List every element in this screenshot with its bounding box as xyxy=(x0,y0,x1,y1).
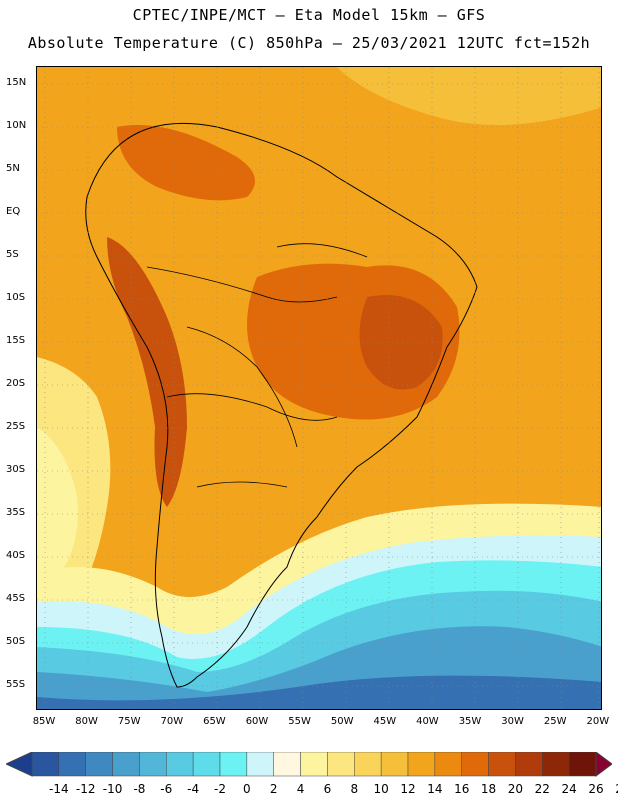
colorbar-tick-label: 0 xyxy=(243,782,251,796)
colorbar-swatch xyxy=(246,752,274,777)
colorbar-tick-label: 20 xyxy=(507,782,524,796)
lon-label: 20W xyxy=(586,716,610,727)
colorbar-swatch xyxy=(568,752,597,777)
colorbar-tick-label: 16 xyxy=(454,782,470,796)
colorbar-swatch xyxy=(327,752,355,777)
temperature-map xyxy=(36,66,602,710)
lon-label: 60W xyxy=(245,716,269,727)
colorbar-tick-label: -8 xyxy=(133,782,146,796)
colorbar-swatch xyxy=(112,752,140,777)
lon-label: 40W xyxy=(416,716,439,727)
colorbar-tick-label: 2 xyxy=(269,782,278,796)
lat-label: 10S xyxy=(6,292,26,303)
hotter-zone-brazil xyxy=(359,295,443,390)
lat-label: 50S xyxy=(6,636,26,647)
lon-label: 25W xyxy=(543,716,567,727)
lon-label: 65W xyxy=(203,716,226,727)
map-title-line1: CPTEC/INPE/MCT – Eta Model 15km – GFS xyxy=(132,6,486,24)
lon-label: 70W xyxy=(160,716,184,727)
map-title-line2: Absolute Temperature (C) 850hPa – 25/03/… xyxy=(27,34,591,52)
lon-label: 80W xyxy=(75,716,98,727)
lat-label: 40S xyxy=(6,550,26,561)
lon-label: 50W xyxy=(330,716,354,727)
colorbar-tick-label: 8 xyxy=(350,782,359,796)
pacific-pale xyxy=(37,427,78,587)
colorbar-tick-label: 28 xyxy=(608,782,618,796)
lat-label: 35S xyxy=(6,507,26,518)
colorbar-arrow-right xyxy=(595,752,612,777)
colorbar-swatch xyxy=(58,752,86,777)
colorbar-tick-label: 6 xyxy=(323,782,332,796)
lon-label: 55W xyxy=(288,716,311,727)
colorbar-swatch xyxy=(542,752,570,777)
lat-label: 15N xyxy=(6,77,27,88)
colorbar-swatch xyxy=(219,752,248,777)
colorbar-tick-label: 26 xyxy=(588,782,604,796)
lat-label: EQ xyxy=(6,206,21,217)
south-america-coastline xyxy=(85,122,478,688)
colorbar-tick-label: -12 xyxy=(75,782,96,796)
lat-label: 5N xyxy=(6,163,20,174)
lat-label: 55S xyxy=(6,679,26,690)
colorbar-swatch xyxy=(192,752,221,777)
andes-hot-strip xyxy=(107,237,187,507)
colorbar-swatch xyxy=(515,752,543,777)
lat-label: 10N xyxy=(6,120,27,131)
lon-label: 45W xyxy=(373,716,397,727)
lat-label: 25S xyxy=(6,421,26,432)
colorbar-swatch xyxy=(407,752,436,777)
lat-label: 15S xyxy=(6,335,26,346)
lon-label: 35W xyxy=(458,716,482,727)
colorbar-swatch xyxy=(139,752,167,777)
colorbar-swatch xyxy=(434,752,462,777)
colorbar-arrow-left xyxy=(6,752,33,777)
colorbar-swatch xyxy=(354,752,382,777)
cool-band-6 xyxy=(37,675,601,709)
lat-label: 20S xyxy=(6,378,26,389)
lat-label: 45S xyxy=(6,593,26,604)
colorbar-swatch xyxy=(273,752,301,777)
map-canvas xyxy=(37,67,601,709)
colorbar-swatch xyxy=(461,752,489,777)
colorbar xyxy=(6,752,612,777)
lon-label: 85W xyxy=(32,716,56,727)
colorbar-tick-label: -6 xyxy=(160,782,173,796)
north-hot-zone xyxy=(117,125,255,201)
colorbar-swatch xyxy=(166,752,194,777)
colorbar-tick-label: -4 xyxy=(187,782,200,796)
yellow-band xyxy=(337,67,601,125)
colorbar-swatch xyxy=(85,752,113,777)
colorbar-tick-label: -10 xyxy=(102,782,123,796)
colorbar-swatch xyxy=(488,752,516,777)
colorbar-tick-label: -2 xyxy=(214,782,226,796)
colorbar-tick-label: 22 xyxy=(534,782,550,796)
lon-label: 30W xyxy=(501,716,524,727)
colorbar-tick-label: -14 xyxy=(49,782,69,796)
colorbar-tick-label: 24 xyxy=(561,782,577,796)
colorbar-tick-label: 14 xyxy=(427,782,443,796)
colorbar-tick-label: 18 xyxy=(480,782,497,796)
lat-label: 5S xyxy=(6,249,19,260)
lon-label: 75W xyxy=(117,716,141,727)
lat-label: 30S xyxy=(6,464,26,475)
colorbar-tick-label: 12 xyxy=(400,782,416,796)
colorbar-tick-label: 10 xyxy=(373,782,389,796)
colorbar-swatch xyxy=(31,752,60,777)
colorbar-swatch xyxy=(300,752,328,777)
colorbar-swatch xyxy=(380,752,409,777)
country-borders xyxy=(146,243,368,488)
colorbar-tick-label: 4 xyxy=(296,782,305,796)
